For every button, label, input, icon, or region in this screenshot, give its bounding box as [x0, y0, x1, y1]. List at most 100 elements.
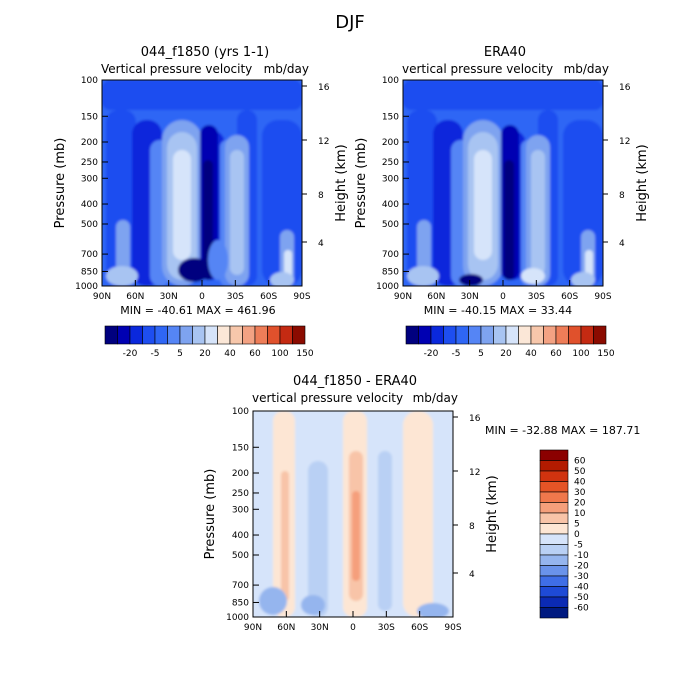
- contour-region: [230, 150, 244, 275]
- colorbar-label: 40: [525, 349, 537, 359]
- panel-model-stats: MIN = -40.61 MAX = 461.96: [120, 304, 275, 317]
- panel-diff-title: 044_f1850 - ERA40: [293, 374, 417, 389]
- lat-tick-label: 30S: [528, 292, 545, 302]
- panel-diff-ylabel: Pressure (mb): [203, 469, 218, 560]
- pressure-tick-label: 400: [382, 200, 399, 210]
- colorbar-swatch: [104, 325, 118, 345]
- height-tick-label: 4: [619, 239, 625, 249]
- pressure-tick-label: 200: [382, 138, 399, 148]
- colorbar-swatch: [539, 460, 569, 472]
- height-tick-label: 8: [469, 522, 475, 532]
- colorbar-swatch: [593, 325, 607, 345]
- contour-region: [378, 451, 392, 611]
- panel-model-units: mb/day: [264, 62, 309, 76]
- contour-region: [571, 272, 595, 286]
- colorbar-swatch: [539, 523, 569, 535]
- pressure-tick-label: 500: [382, 220, 399, 230]
- colorbar-swatch: [217, 325, 231, 345]
- panel-diff-plot: 100 150 200 250 300 400 500 700 850 1000 90N 60N 30…: [226, 407, 481, 633]
- contour-region: [308, 461, 328, 617]
- lat-tick-label: 90S: [293, 292, 310, 302]
- lat-tick-label: 60S: [260, 292, 277, 302]
- lat-tick-label: 60N: [126, 292, 144, 302]
- colorbar-swatch: [192, 325, 206, 345]
- colorbar-swatch: [539, 449, 569, 461]
- figure-title: DJF: [335, 12, 365, 33]
- height-tick-label: 16: [469, 414, 481, 424]
- lat-tick-label: 90N: [244, 623, 262, 633]
- panel-model-plot: 100 150 200 250 300 400 500 700 850 1000 90N 60N 30…: [75, 76, 330, 302]
- lat-tick-label: 30N: [461, 292, 479, 302]
- colorbar-swatch: [254, 325, 268, 345]
- pressure-tick-label: 300: [382, 174, 399, 184]
- colorbar-swatch: [142, 325, 156, 345]
- colorbar-swatch: [543, 325, 557, 345]
- contour-region: [459, 274, 483, 286]
- colorbar-label: -20: [574, 562, 589, 572]
- height-tick-label: 8: [619, 191, 625, 201]
- colorbar-swatch: [493, 325, 507, 345]
- pressure-tick-label: 850: [232, 598, 249, 608]
- pressure-tick-label: 150: [81, 112, 98, 122]
- panel-era40-pressure-ticks: 100 150 200 250 300 400 500 700 850 1000: [376, 76, 409, 292]
- panel-era40-subtitle: vertical pressure velocity: [402, 62, 553, 76]
- pressure-tick-label: 300: [81, 174, 98, 184]
- colorbar-swatch: [179, 325, 193, 345]
- panel-model-subtitle: Vertical pressure velocity: [101, 62, 252, 76]
- panel-model: 044_f1850 (yrs 1-1) Vertical pressure ve…: [53, 45, 349, 359]
- panel-era40-title: ERA40: [484, 45, 526, 60]
- colorbar-swatch: [539, 607, 569, 619]
- panel-diff-height-ticks: 16 12 8 4: [453, 414, 481, 580]
- pressure-tick-label: 500: [232, 551, 249, 561]
- colorbar-label: 20: [500, 349, 512, 359]
- panel-era40: ERA40 vertical pressure velocity mb/day …: [354, 45, 650, 359]
- colorbar-label: 5: [177, 349, 183, 359]
- pressure-tick-label: 1000: [226, 613, 249, 623]
- contour-region: [521, 268, 545, 284]
- colorbar-label: 20: [574, 499, 586, 509]
- panel-era40-units: mb/day: [564, 62, 609, 76]
- panel-model-colorbar: -20 -5 5 20 40 60 100 150: [104, 325, 314, 359]
- pressure-tick-label: 1000: [75, 282, 98, 292]
- colorbar-swatch: [430, 325, 444, 345]
- colorbar-swatch: [292, 325, 306, 345]
- panel-era40-stats: MIN = -40.15 MAX = 33.44: [424, 304, 572, 317]
- panel-era40-colorbar: -20 -5 5 20 40 60 100 150: [405, 325, 615, 359]
- colorbar-swatch: [229, 325, 243, 345]
- colorbar-swatch: [539, 502, 569, 514]
- panel-model-field: [102, 80, 302, 286]
- colorbar-label: 60: [550, 349, 562, 359]
- contour-region: [352, 491, 360, 581]
- pressure-tick-label: 250: [382, 158, 399, 168]
- height-tick-label: 12: [469, 468, 480, 478]
- panel-diff-field: [253, 411, 453, 617]
- pressure-tick-label: 100: [382, 76, 399, 86]
- height-tick-label: 16: [619, 83, 631, 93]
- lat-tick-label: 30N: [160, 292, 178, 302]
- lat-tick-label: 30S: [378, 623, 395, 633]
- lat-tick-label: 0: [350, 623, 356, 633]
- colorbar-label: -20: [123, 349, 138, 359]
- colorbar-swatch: [539, 596, 569, 608]
- colorbar-label: 30: [574, 488, 586, 498]
- colorbar-swatch: [568, 325, 582, 345]
- contour-region: [281, 471, 289, 601]
- contour-region: [102, 80, 302, 110]
- colorbar-swatch: [580, 325, 594, 345]
- colorbar-label: 100: [572, 349, 589, 359]
- colorbar-label: 5: [574, 520, 580, 530]
- panel-diff: 044_f1850 - ERA40 vertical pressure velo…: [203, 374, 640, 633]
- contour-region: [301, 595, 325, 615]
- contour-region: [106, 266, 138, 286]
- colorbar-swatch: [129, 325, 143, 345]
- pressure-tick-label: 150: [382, 112, 399, 122]
- colorbar-swatch: [279, 325, 293, 345]
- panel-diff-ylabel-right: Height (km): [485, 475, 500, 552]
- lat-tick-label: 60N: [427, 292, 445, 302]
- colorbar-label: 20: [199, 349, 211, 359]
- panel-era40-ylabel-right: Height (km): [635, 144, 650, 221]
- colorbar-label: -20: [424, 349, 439, 359]
- colorbar-label: 5: [478, 349, 484, 359]
